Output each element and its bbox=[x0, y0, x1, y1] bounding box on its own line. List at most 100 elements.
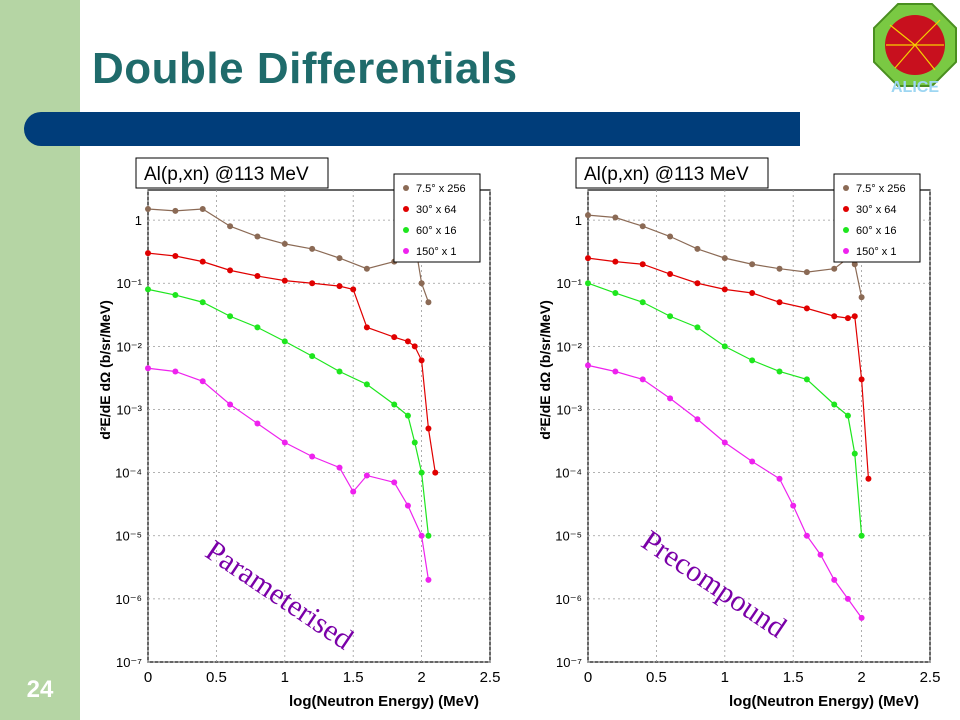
data-point bbox=[831, 265, 838, 272]
data-point bbox=[694, 324, 701, 331]
data-point bbox=[199, 378, 206, 385]
data-point bbox=[639, 299, 646, 306]
data-point bbox=[336, 283, 343, 290]
data-point bbox=[336, 464, 343, 471]
data-point bbox=[585, 212, 591, 219]
legend-label: 30° x 64 bbox=[416, 204, 456, 216]
data-point bbox=[803, 269, 810, 276]
data-point bbox=[254, 420, 261, 427]
data-point bbox=[425, 299, 432, 306]
data-point bbox=[790, 502, 797, 509]
data-point bbox=[418, 469, 425, 476]
data-point bbox=[404, 412, 411, 419]
chart-title-box bbox=[135, 157, 329, 189]
data-point bbox=[336, 368, 343, 375]
data-point bbox=[350, 488, 357, 495]
side-bar bbox=[0, 0, 80, 720]
legend-marker bbox=[403, 206, 409, 212]
data-point bbox=[172, 207, 179, 214]
data-point bbox=[721, 343, 728, 350]
data-point bbox=[227, 267, 234, 274]
data-point bbox=[254, 324, 261, 331]
data-point bbox=[391, 401, 398, 408]
data-point bbox=[391, 479, 398, 486]
y-tick-label: 10⁻¹ bbox=[116, 276, 142, 291]
data-point bbox=[172, 292, 179, 299]
y-tick-label: 10⁻⁵ bbox=[555, 529, 582, 544]
y-tick-label: 10⁻⁵ bbox=[115, 529, 142, 544]
data-point bbox=[851, 261, 858, 268]
data-point bbox=[639, 376, 646, 383]
data-point bbox=[227, 401, 234, 408]
data-point bbox=[281, 338, 288, 345]
x-axis-label: log(Neutron Energy) (MeV) bbox=[289, 693, 479, 710]
y-tick-label: 10⁻⁴ bbox=[115, 466, 142, 481]
data-point bbox=[145, 365, 151, 372]
data-point bbox=[721, 286, 728, 293]
data-point bbox=[227, 223, 234, 230]
data-point bbox=[694, 245, 701, 252]
data-point bbox=[281, 277, 288, 284]
data-point bbox=[172, 253, 179, 260]
data-point bbox=[363, 381, 370, 388]
data-point bbox=[418, 357, 425, 364]
data-point bbox=[585, 255, 591, 262]
data-point bbox=[199, 258, 206, 265]
legend-marker bbox=[843, 227, 849, 233]
data-point bbox=[851, 450, 858, 457]
data-point bbox=[145, 250, 151, 257]
data-point bbox=[309, 245, 316, 252]
data-point bbox=[803, 305, 810, 312]
y-tick-label: 10⁻⁶ bbox=[555, 592, 582, 607]
y-tick-label: 10⁻¹ bbox=[556, 276, 582, 291]
data-point bbox=[425, 576, 432, 583]
series-line bbox=[147, 252, 436, 473]
data-point bbox=[858, 294, 865, 301]
data-point bbox=[432, 469, 439, 476]
alice-logo-text: ALICE bbox=[891, 79, 939, 96]
data-point bbox=[844, 595, 851, 602]
data-point bbox=[411, 439, 418, 446]
slide-title: Double Differentials bbox=[92, 44, 518, 93]
data-point bbox=[199, 206, 206, 213]
data-point bbox=[667, 271, 674, 278]
data-point bbox=[851, 313, 858, 320]
data-point bbox=[639, 223, 646, 230]
data-point bbox=[776, 265, 783, 272]
data-point bbox=[831, 313, 838, 320]
y-tick-label: 10⁻³ bbox=[116, 402, 142, 417]
y-axis-label: d²E/dE dΩ (b/sr/MeV) bbox=[537, 300, 553, 440]
x-tick-label: 1.5 bbox=[783, 669, 804, 686]
data-point bbox=[817, 551, 824, 558]
slide-number: 24 bbox=[26, 676, 54, 703]
data-point bbox=[254, 273, 261, 280]
data-point bbox=[776, 475, 783, 482]
y-tick-label: 10⁻⁷ bbox=[116, 655, 142, 670]
x-tick-label: 0 bbox=[584, 669, 592, 686]
plot-frame bbox=[147, 189, 491, 663]
data-point bbox=[612, 258, 619, 265]
data-point bbox=[639, 261, 646, 268]
data-point bbox=[776, 368, 783, 375]
legend-label: 150° x 1 bbox=[416, 246, 456, 258]
series-line bbox=[147, 288, 430, 536]
data-point bbox=[858, 376, 865, 383]
y-tick-label: 10⁻⁴ bbox=[555, 466, 582, 481]
data-point bbox=[227, 313, 234, 320]
data-point bbox=[145, 206, 151, 213]
data-point bbox=[865, 475, 872, 482]
data-point bbox=[831, 401, 838, 408]
alice-logo-tracks bbox=[886, 19, 944, 71]
data-point bbox=[803, 532, 810, 539]
data-point bbox=[749, 357, 756, 364]
x-tick-label: 0.5 bbox=[206, 669, 227, 686]
y-tick-label: 1 bbox=[575, 213, 582, 228]
data-point bbox=[844, 315, 851, 322]
data-point bbox=[803, 376, 810, 383]
chart-title-box bbox=[575, 157, 769, 189]
data-point bbox=[363, 265, 370, 272]
x-tick-label: 1.5 bbox=[343, 669, 364, 686]
data-point bbox=[309, 453, 316, 460]
legend-label: 150° x 1 bbox=[856, 246, 896, 258]
data-point bbox=[404, 502, 411, 509]
